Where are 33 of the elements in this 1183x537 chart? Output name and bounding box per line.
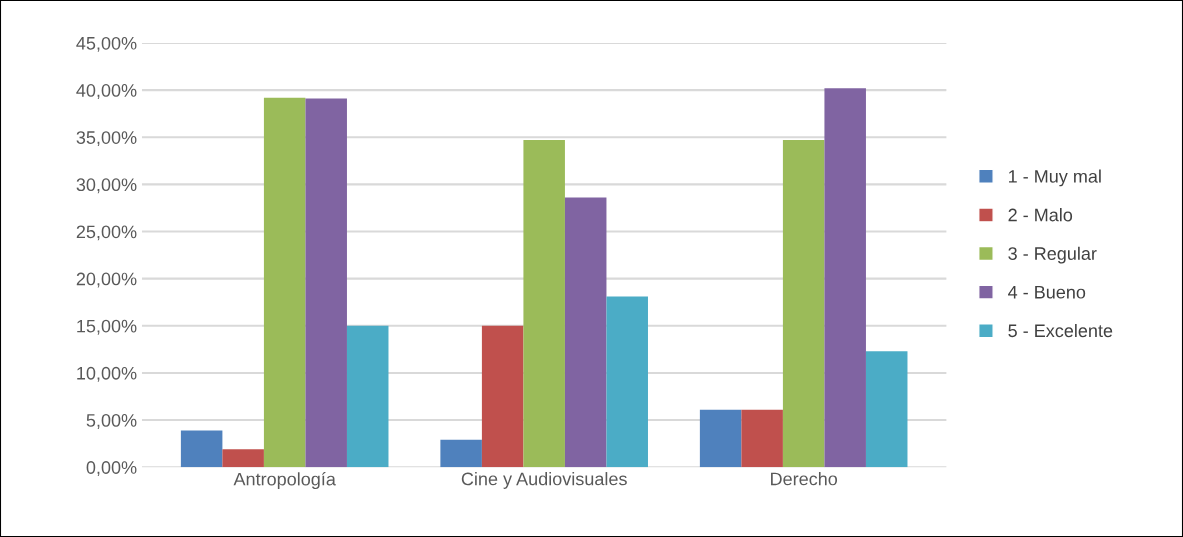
- legend-label: 2 - Malo: [1008, 208, 1073, 222]
- bar: [305, 98, 347, 468]
- bar: [699, 409, 742, 468]
- y-tick-label: 0,00%: [86, 461, 137, 477]
- bar: [346, 325, 389, 468]
- bar: [263, 97, 306, 468]
- y-tick-label: 30,00%: [76, 178, 137, 194]
- bar: [481, 325, 524, 468]
- bar: [606, 296, 648, 468]
- x-tick-label: Derecho: [771, 472, 838, 486]
- y-tick-label: 5,00%: [86, 413, 137, 429]
- y-tick-label: 25,00%: [76, 225, 137, 241]
- bar: [523, 140, 565, 468]
- x-tick-label: Antropología: [233, 472, 336, 490]
- legend-label: 5 - Excelente: [1008, 323, 1113, 338]
- bar: [222, 449, 264, 468]
- legend-label: 3 - Regular: [1008, 246, 1097, 264]
- y-tick-label: 45,00%: [76, 36, 137, 52]
- y-tick-label: 35,00%: [76, 131, 137, 147]
- legend-label: 4 - Bueno: [1008, 285, 1086, 299]
- y-tick-label: 40,00%: [76, 84, 137, 99]
- legend-label: 1 - Muy mal: [1009, 169, 1101, 187]
- bar: [180, 430, 223, 468]
- x-tick-label: Cine y Audiovisuales: [461, 472, 627, 489]
- bar: [782, 140, 825, 468]
- bar: [564, 197, 607, 468]
- bar: [741, 409, 783, 468]
- bar: [865, 351, 908, 468]
- bar: [824, 88, 866, 468]
- y-tick-label: 15,00%: [77, 319, 137, 335]
- y-tick-label: 20,00%: [76, 272, 137, 288]
- y-tick-label: 10,00%: [77, 366, 137, 382]
- bar: [440, 439, 482, 468]
